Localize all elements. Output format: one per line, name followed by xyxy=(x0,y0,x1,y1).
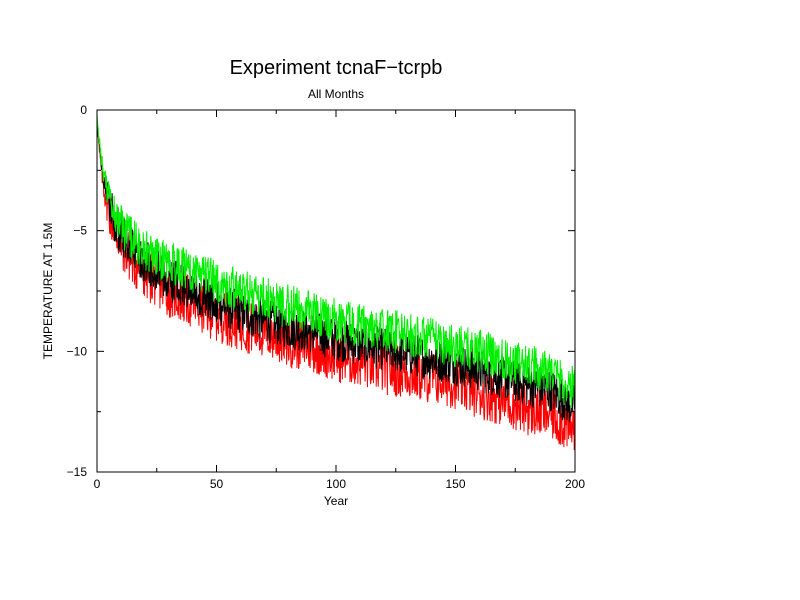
chart-title: Experiment tcnaF−tcrpb xyxy=(230,57,443,79)
x-tick-label: 200 xyxy=(565,477,585,491)
y-axis-label: TEMPERATURE AT 1.5M xyxy=(41,223,55,360)
x-tick-label: 100 xyxy=(326,477,346,491)
chart-subtitle: All Months xyxy=(308,87,364,101)
series-line-3 xyxy=(96,113,576,408)
y-tick-label: −5 xyxy=(73,224,87,238)
ticks-layer: 0 50 100 150 200 −15 −10 −5 0 xyxy=(67,103,586,491)
x-tick-label: 50 xyxy=(210,477,224,491)
series-layer xyxy=(96,113,576,451)
y-tick-label: 0 xyxy=(80,103,87,117)
y-tick-label: −15 xyxy=(67,465,88,479)
x-tick-label: 150 xyxy=(445,477,465,491)
x-axis-label: Year xyxy=(324,494,348,508)
x-tick-label: 0 xyxy=(94,477,101,491)
y-tick-label: −10 xyxy=(67,344,88,358)
